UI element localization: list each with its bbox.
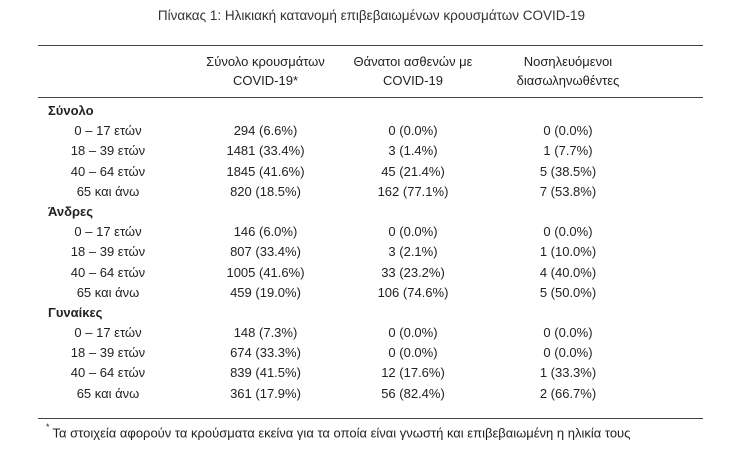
deaths-cell: 106 (74.6%) bbox=[377, 284, 449, 300]
age-label: 0 – 17 ετών bbox=[74, 123, 142, 139]
table-row: 65 και άνω 361 (17.9%) 56 (82.4%) 2 (66.… bbox=[38, 384, 703, 404]
deaths-cell: 3 (2.1%) bbox=[388, 244, 438, 260]
cases-cell: 1005 (41.6%) bbox=[226, 264, 305, 280]
table-row: 0 – 17 ετών 146 (6.0%) 0 (0.0%) 0 (0.0%) bbox=[38, 222, 703, 242]
intubated-cell: 0 (0.0%) bbox=[543, 345, 593, 361]
age-label: 0 – 17 ετών bbox=[74, 224, 142, 240]
footnote-text: Τα στοιχεία αφορούν τα κρούσματα εκείνα … bbox=[52, 425, 631, 441]
cases-cell: 820 (18.5%) bbox=[230, 183, 301, 199]
age-label: 65 και άνω bbox=[76, 385, 140, 401]
table-row: 40 – 64 ετών 1845 (41.6%) 45 (21.4%) 5 (… bbox=[38, 162, 703, 182]
age-label: 40 – 64 ετών bbox=[70, 264, 146, 280]
column-header-cases: Σύνολο κρουσμάτων COVID-19* bbox=[198, 52, 333, 90]
group-label: Άνδρες bbox=[48, 203, 93, 219]
age-label: 18 – 39 ετών bbox=[70, 345, 146, 361]
deaths-cell: 3 (1.4%) bbox=[388, 143, 438, 159]
deaths-cell: 0 (0.0%) bbox=[388, 123, 438, 139]
footnote: * Τα στοιχεία αφορούν τα κρούσματα εκείνα… bbox=[46, 422, 631, 441]
header-rule bbox=[38, 97, 703, 98]
table-row: 18 – 39 ετών 1481 (33.4%) 3 (1.4%) 1 (7.… bbox=[38, 141, 703, 161]
cases-cell: 839 (41.5%) bbox=[230, 365, 301, 381]
column-header-deaths-line2: COVID-19 bbox=[383, 73, 443, 88]
column-header-deaths: Θάνατοι ασθενών με COVID-19 bbox=[343, 52, 483, 90]
intubated-cell: 1 (33.3%) bbox=[539, 365, 597, 381]
intubated-cell: 0 (0.0%) bbox=[543, 325, 593, 341]
deaths-cell: 56 (82.4%) bbox=[381, 385, 445, 401]
column-header-deaths-line1: Θάνατοι ασθενών με bbox=[353, 54, 473, 69]
table-row: 40 – 64 ετών 1005 (41.6%) 33 (23.2%) 4 (… bbox=[38, 263, 703, 283]
column-header-cases-line2: COVID-19* bbox=[232, 73, 299, 88]
bottom-rule bbox=[38, 418, 703, 419]
column-header-cases-line1: Σύνολο κρουσμάτων bbox=[206, 54, 325, 69]
age-label: 40 – 64 ετών bbox=[70, 163, 146, 179]
cases-cell: 294 (6.6%) bbox=[233, 123, 298, 139]
deaths-cell: 33 (23.2%) bbox=[381, 264, 445, 280]
intubated-cell: 2 (66.7%) bbox=[539, 385, 597, 401]
intubated-cell: 1 (7.7%) bbox=[543, 143, 593, 159]
table-row: 65 και άνω 820 (18.5%) 162 (77.1%) 7 (53… bbox=[38, 182, 703, 202]
deaths-cell: 0 (0.0%) bbox=[388, 325, 438, 341]
top-rule bbox=[38, 45, 703, 46]
table-row: 0 – 17 ετών 148 (7.3%) 0 (0.0%) 0 (0.0%) bbox=[38, 323, 703, 343]
cases-cell: 146 (6.0%) bbox=[233, 224, 298, 240]
table-row: 0 – 17 ετών 294 (6.6%) 0 (0.0%) 0 (0.0%) bbox=[38, 121, 703, 141]
group-label: Σύνολο bbox=[48, 103, 94, 118]
footnote-marker: * bbox=[46, 422, 50, 432]
intubated-cell: 0 (0.0%) bbox=[543, 224, 593, 240]
deaths-cell: 12 (17.6%) bbox=[381, 365, 445, 381]
column-header-intubated: Νοσηλευόμενοι διασωληνωθέντες bbox=[498, 52, 638, 90]
age-label: 18 – 39 ετών bbox=[70, 244, 146, 260]
table-caption: Πίνακας 1: Ηλικιακή κατανομή επιβεβαιωμέ… bbox=[157, 8, 586, 23]
intubated-cell: 4 (40.0%) bbox=[539, 264, 597, 280]
deaths-cell: 162 (77.1%) bbox=[377, 183, 449, 199]
group-label: Γυναίκες bbox=[48, 304, 103, 320]
age-label: 0 – 17 ετών bbox=[74, 325, 142, 341]
cases-cell: 1481 (33.4%) bbox=[226, 143, 305, 159]
age-label: 40 – 64 ετών bbox=[70, 365, 146, 381]
deaths-cell: 45 (21.4%) bbox=[381, 163, 445, 179]
group-row-men: Άνδρες bbox=[38, 202, 703, 222]
cases-cell: 361 (17.9%) bbox=[230, 385, 301, 401]
intubated-cell: 5 (50.0%) bbox=[539, 284, 597, 300]
deaths-cell: 0 (0.0%) bbox=[388, 224, 438, 240]
intubated-cell: 7 (53.8%) bbox=[539, 183, 597, 199]
deaths-cell: 0 (0.0%) bbox=[388, 345, 438, 361]
group-row-women: Γυναίκες bbox=[38, 303, 703, 323]
age-label: 65 και άνω bbox=[76, 183, 140, 199]
table-row: 40 – 64 ετών 839 (41.5%) 12 (17.6%) 1 (3… bbox=[38, 363, 703, 383]
table-row: 18 – 39 ετών 807 (33.4%) 3 (2.1%) 1 (10.… bbox=[38, 242, 703, 262]
table-row: 65 και άνω 459 (19.0%) 106 (74.6%) 5 (50… bbox=[38, 283, 703, 303]
age-label: 18 – 39 ετών bbox=[70, 143, 146, 159]
intubated-cell: 0 (0.0%) bbox=[543, 123, 593, 139]
age-label: 65 και άνω bbox=[76, 284, 140, 300]
cases-cell: 674 (33.3%) bbox=[230, 345, 301, 361]
table-row: 18 – 39 ετών 674 (33.3%) 0 (0.0%) 0 (0.0… bbox=[38, 343, 703, 363]
intubated-cell: 5 (38.5%) bbox=[539, 163, 597, 179]
table-body: Σύνολο 0 – 17 ετών 294 (6.6%) 0 (0.0%) 0… bbox=[38, 101, 703, 404]
group-row-total: Σύνολο bbox=[38, 101, 703, 121]
column-header-intubated-line2: διασωληνωθέντες bbox=[516, 73, 620, 88]
cases-cell: 148 (7.3%) bbox=[233, 325, 298, 341]
column-header-intubated-line1: Νοσηλευόμενοι bbox=[523, 54, 613, 69]
intubated-cell: 1 (10.0%) bbox=[539, 244, 597, 260]
cases-cell: 459 (19.0%) bbox=[230, 284, 301, 300]
cases-cell: 807 (33.4%) bbox=[230, 244, 301, 260]
cases-cell: 1845 (41.6%) bbox=[226, 163, 305, 179]
